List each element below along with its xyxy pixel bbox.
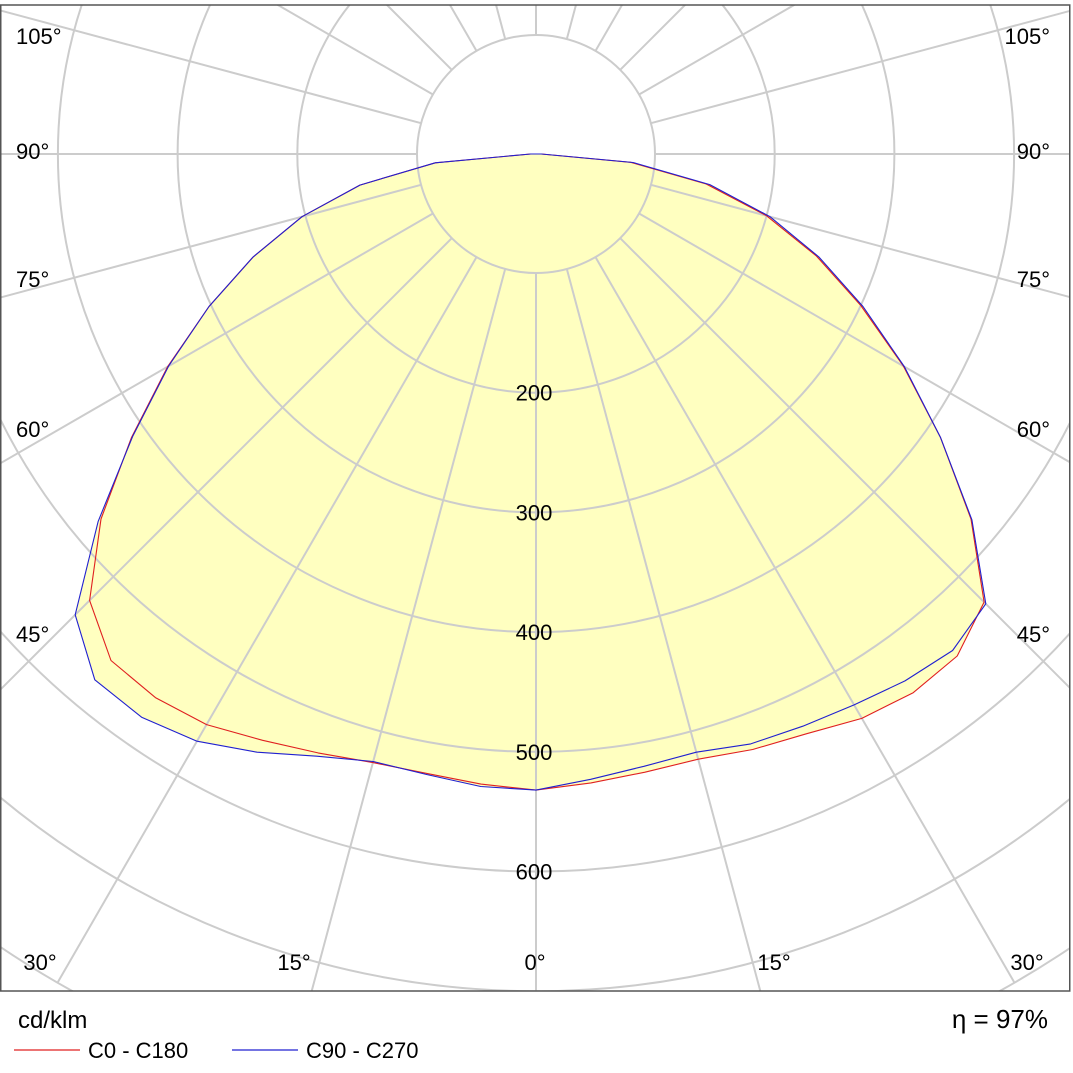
grid-spoke	[638, 212, 1070, 464]
angle-labels: 105° 90° 75° 60° 45° 105° 90° 75° 60° 45° 30° 15° 0°…	[16, 24, 1050, 975]
fill-area	[75, 154, 986, 791]
plot-frame	[0, 4, 1071, 992]
series-curve-0	[89, 153, 985, 791]
series-curve-1	[74, 153, 987, 791]
grid-spoke	[275, 5, 434, 96]
angle-label-bottom: 0°	[524, 950, 545, 975]
legend-label-c0-c180: C0 - C180	[88, 1038, 188, 1063]
radial-tick-label: 300	[516, 500, 553, 525]
grid-spoke	[0, 9, 422, 125]
angle-label-right: 105°	[1004, 24, 1050, 49]
angle-label-bottom: 30°	[1010, 950, 1043, 975]
grid-spoke	[0, 212, 434, 465]
angle-label-left: 105°	[16, 24, 62, 49]
grid-spoke	[565, 5, 577, 40]
angle-label-bottom: 30°	[23, 950, 56, 975]
grid-spoke	[650, 183, 1070, 299]
grid-spoke	[638, 5, 797, 96]
grid-spoke	[495, 5, 507, 40]
grid-spoke	[310, 268, 507, 991]
unit-label: cd/klm	[18, 1007, 87, 1034]
grid-spoke	[650, 9, 1070, 125]
angle-label-bottom: 15°	[757, 950, 790, 975]
grid-spoke	[619, 237, 1070, 690]
grid-spoke	[56, 256, 478, 984]
grid-spoke	[594, 256, 1016, 984]
legend: C0 - C180 C90 - C270	[14, 1038, 419, 1063]
angle-label-bottom: 15°	[277, 950, 310, 975]
radial-tick-labels: 200 300 400 500 600	[516, 381, 553, 885]
efficiency-label: η = 97%	[952, 1004, 1048, 1034]
angle-label-right: 75°	[1017, 267, 1050, 292]
radial-tick-label: 200	[516, 381, 553, 406]
grid-spoke	[0, 183, 422, 299]
angle-label-left: 45°	[16, 622, 49, 647]
grid-spoke	[0, 237, 453, 692]
angle-label-right: 60°	[1017, 417, 1050, 442]
angle-label-right: 90°	[1017, 139, 1050, 164]
angle-label-left: 60°	[16, 417, 49, 442]
grid-spoke	[565, 268, 762, 991]
radial-tick-label: 400	[516, 620, 553, 645]
angle-label-left: 75°	[16, 267, 49, 292]
series-curves	[74, 153, 987, 791]
radial-tick-label: 600	[516, 860, 553, 885]
angle-label-left: 90°	[16, 139, 49, 164]
legend-label-c90-c270: C90 - C270	[306, 1038, 419, 1063]
angle-label-right: 45°	[1017, 622, 1050, 647]
radial-tick-label: 500	[516, 740, 553, 765]
